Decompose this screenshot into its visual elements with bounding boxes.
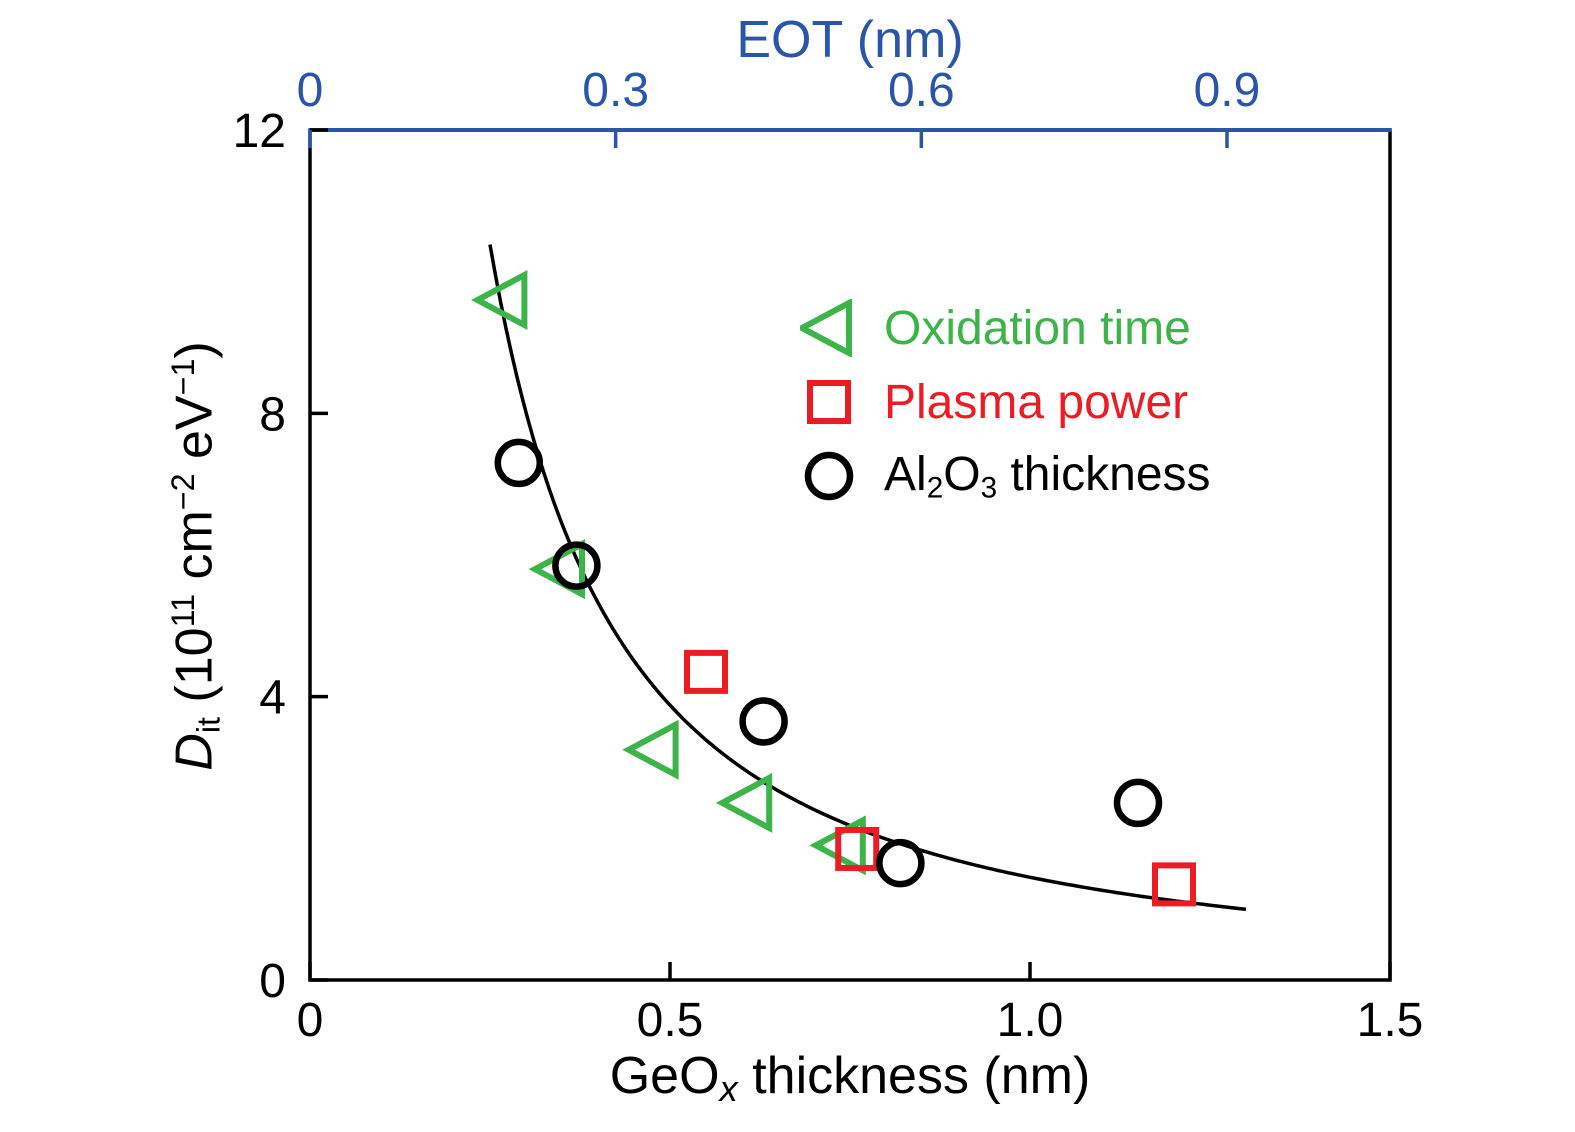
legend-item-al2o3-thickness: Al2O3 thickness <box>800 444 1211 508</box>
data-point-oxidation-time <box>622 719 679 780</box>
legend-triangle-left-icon <box>800 299 852 357</box>
data-point-al2o3-thickness <box>876 838 925 888</box>
legend-circle-icon <box>804 451 854 501</box>
top-tick-label: 0.3 <box>582 64 649 117</box>
legend-square-icon <box>807 380 851 424</box>
data-point-al2o3-thickness <box>739 697 788 746</box>
y-axis-title: Dit (1011 cm−2 eV−1) <box>164 341 227 771</box>
data-point-al2o3-thickness <box>1113 778 1163 828</box>
y-tick-label: 12 <box>233 105 286 158</box>
x-tick-label: 0.5 <box>637 994 704 1047</box>
y-tick-label: 4 <box>259 672 286 725</box>
legend-marker-plasma-power <box>807 380 851 424</box>
data-point-oxidation-time <box>715 772 773 833</box>
data-point-plasma-power <box>684 649 728 694</box>
data-point-oxidation-time <box>471 270 528 330</box>
legend: Oxidation time Plasma power Al2O3 thicknes… <box>800 296 1211 508</box>
data-point-al2o3-thickness <box>552 541 601 590</box>
top-tick-label: 0.6 <box>888 64 955 117</box>
legend-marker-oxidation-time <box>800 299 852 357</box>
top-tick-label: 0 <box>297 64 324 117</box>
x-tick-label: 1.0 <box>997 994 1064 1047</box>
legend-label-al2o3-thickness: Al2O3 thickness <box>884 447 1211 505</box>
plot-frame <box>308 130 1392 982</box>
legend-marker-al2o3-thickness <box>804 451 854 501</box>
top-tick-label: 0.9 <box>1194 64 1261 117</box>
y-tick-label: 8 <box>259 388 286 441</box>
x-tick-label: 0 <box>297 994 324 1047</box>
data-point-plasma-power <box>835 826 880 871</box>
y-tick-label: 0 <box>259 955 286 1008</box>
data-point-plasma-power <box>1152 862 1196 907</box>
x-tick-label: 1.5 <box>1357 994 1424 1047</box>
legend-label-oxidation-time: Oxidation time <box>884 301 1191 355</box>
top-axis-title: EOT (nm) <box>736 11 964 69</box>
legend-item-plasma-power: Plasma power <box>800 370 1211 434</box>
x-axis-title: GeOx thickness (nm) <box>609 1047 1091 1109</box>
legend-label-plasma-power: Plasma power <box>884 375 1189 429</box>
data-point-al2o3-thickness <box>494 438 544 488</box>
legend-item-oxidation-time: Oxidation time <box>800 296 1211 360</box>
